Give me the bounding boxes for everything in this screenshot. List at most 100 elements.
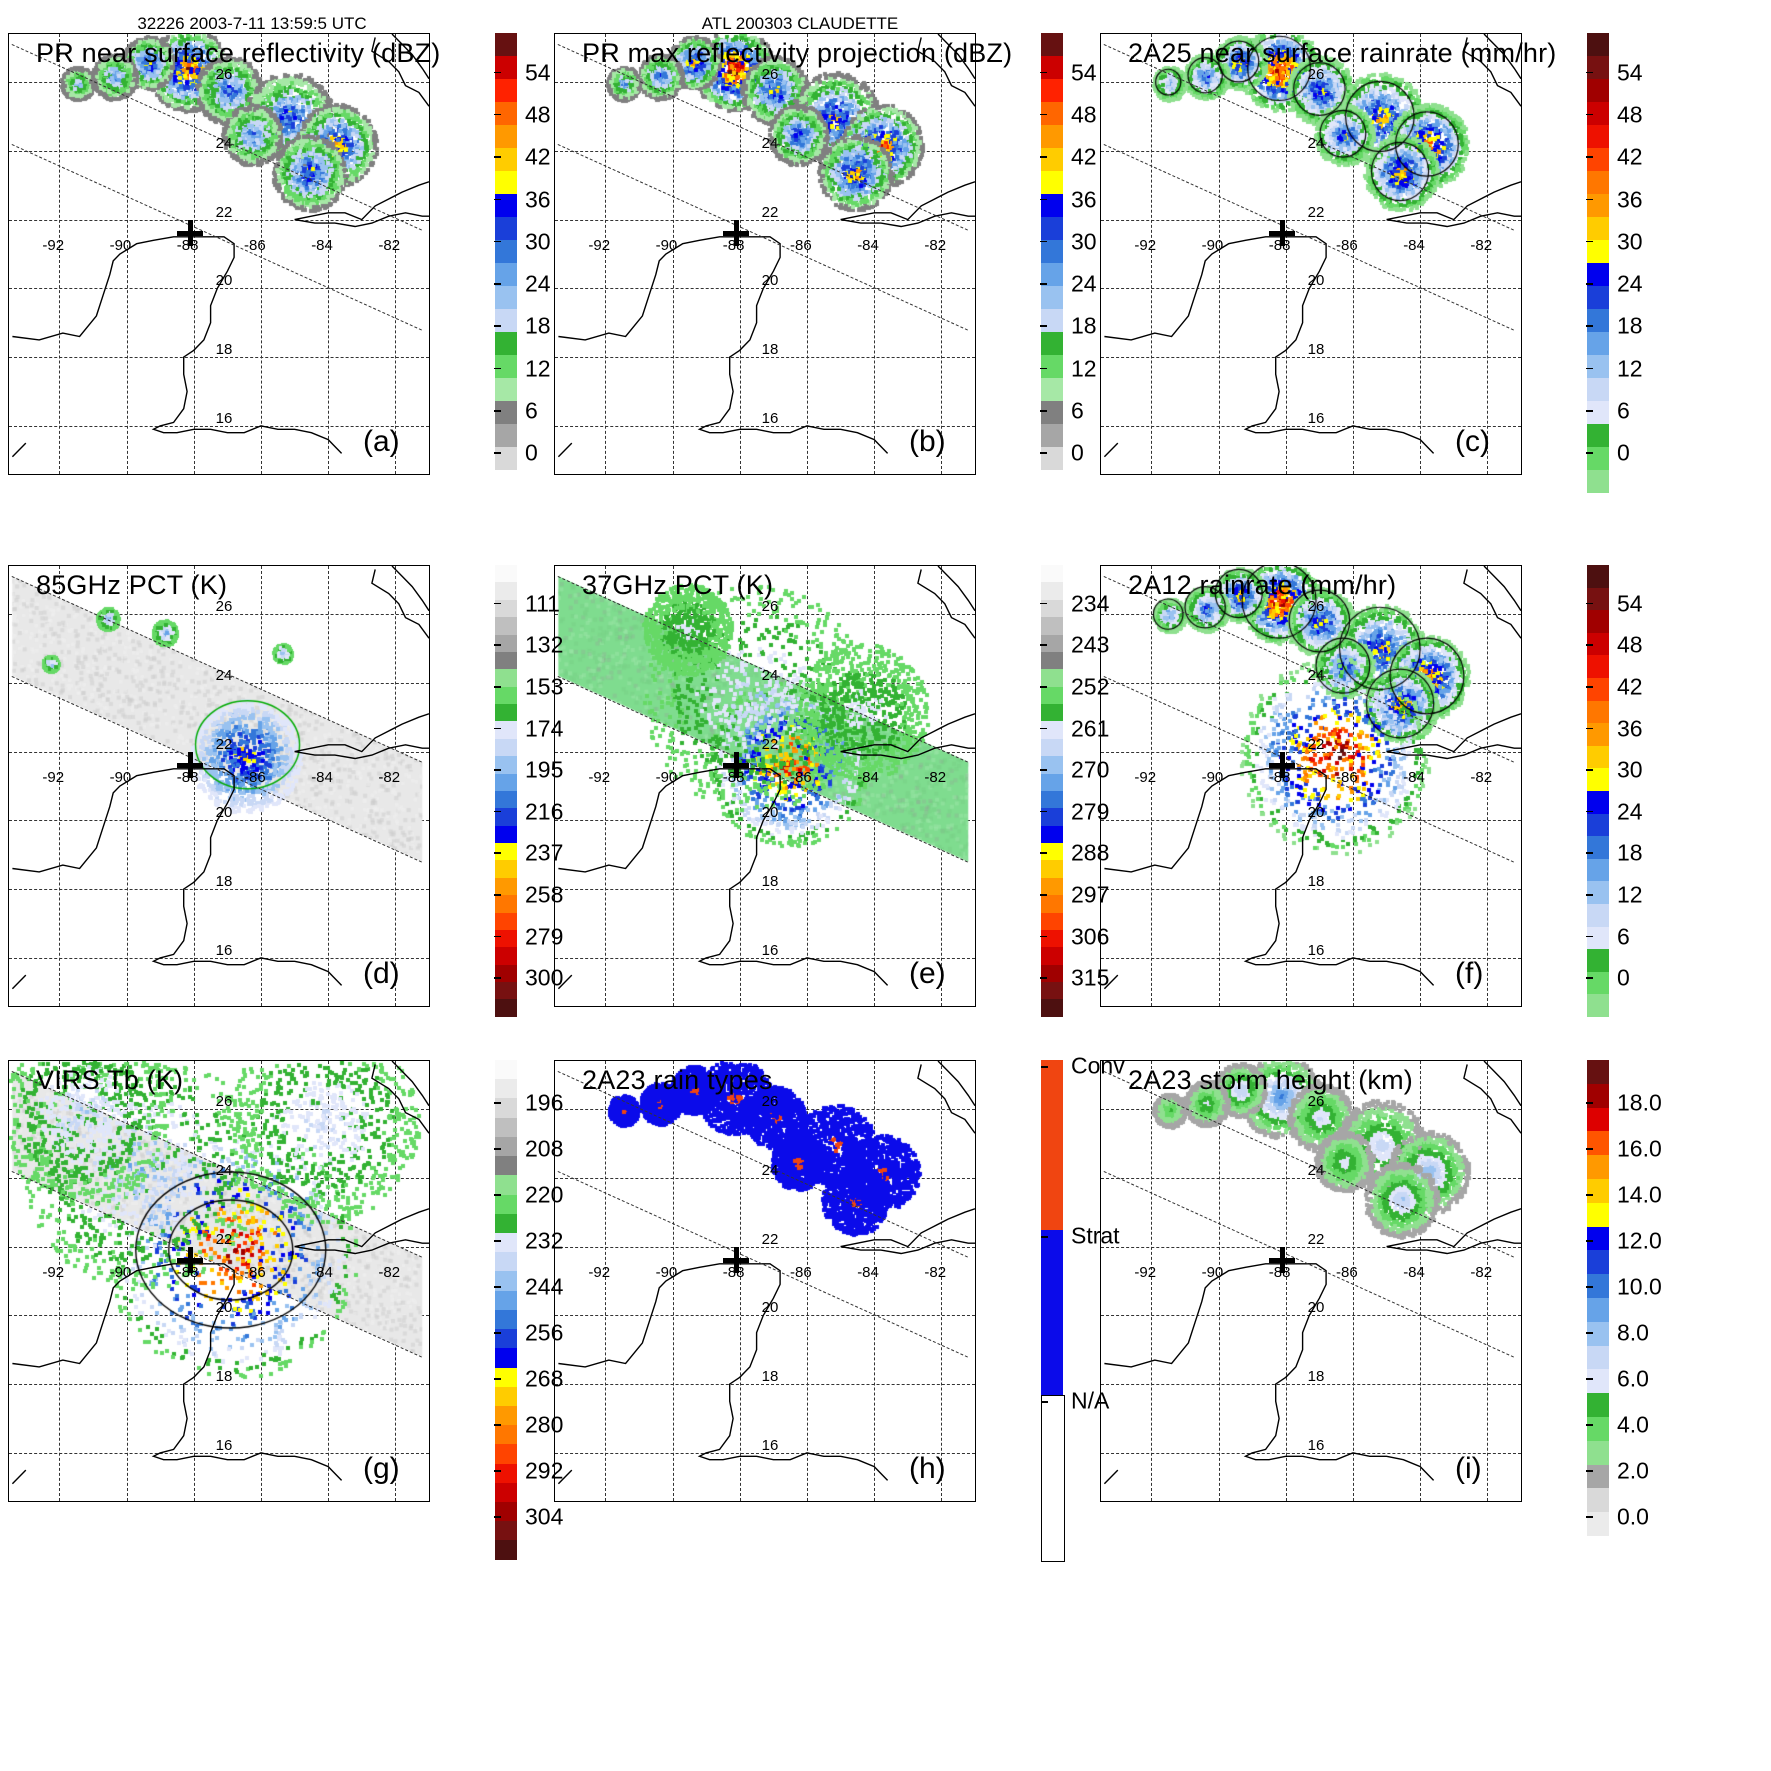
colorbar-segment xyxy=(1041,125,1063,148)
colorbar-segment xyxy=(495,79,517,102)
data-layer-f xyxy=(1101,566,1521,1006)
colorbar-segment xyxy=(495,947,517,965)
colorbar-segment xyxy=(1587,1274,1609,1298)
colorbar-segment xyxy=(495,808,517,826)
colorbar-tick xyxy=(494,156,501,158)
map-area-d[interactable]: -92 -90 -88 -86 -84 -82 26 24 22 20 18 16 xyxy=(8,565,430,1007)
lon-tick-label: -86 xyxy=(244,1264,266,1282)
colorbar-segment xyxy=(495,790,517,809)
colorbar-segment xyxy=(1041,790,1063,809)
colorbar-segment xyxy=(1587,102,1609,125)
colorbar-i: 18.0 16.0 14.0 12.0 10.0 8.0 6.0 4.0 2.0 0.0 xyxy=(1586,1060,1662,1560)
colorbar-tick xyxy=(1586,1516,1593,1518)
colorbar-tick xyxy=(494,1378,501,1380)
map-area-g[interactable]: -92 -90 -88 -86 -84 -82 26 24 22 20 18 16 xyxy=(8,1060,430,1502)
colorbar-tick-label: 0 xyxy=(525,439,538,466)
colorbar-tick xyxy=(1586,1378,1593,1380)
map-area-e[interactable]: -92 -90 -88 -86 -84 -82 26 24 22 20 18 16 xyxy=(554,565,976,1007)
colorbar-segment xyxy=(495,424,517,447)
colorbar-segment xyxy=(495,1425,517,1445)
colorbar-tick-label: 12 xyxy=(1617,355,1643,382)
colorbar-segment xyxy=(495,148,517,171)
colorbar-tick-label: 36 xyxy=(1071,186,1097,213)
lon-tick-label: -90 xyxy=(655,1264,678,1282)
colorbar-tick-label: 268 xyxy=(525,1365,564,1392)
storm-center-marker xyxy=(1269,220,1296,247)
colorbar-tick-label: 12 xyxy=(525,355,551,382)
lon-tick-label: -84 xyxy=(1403,1264,1425,1282)
colorbar-tick xyxy=(1586,240,1593,243)
lat-tick-label: 16 xyxy=(761,1436,779,1454)
colorbar-tick xyxy=(1586,769,1593,771)
colorbar-segment xyxy=(495,332,517,355)
colorbar-tick xyxy=(1586,602,1593,605)
colorbar-d: 111 132 153 174 195 216 237 258 279 300 xyxy=(494,565,563,1017)
lat-tick-label: 24 xyxy=(1307,1161,1325,1179)
colorbar-segment xyxy=(1041,651,1063,670)
colorbar-segment xyxy=(1041,33,1063,56)
colorbar-segment xyxy=(1041,582,1063,600)
orbit-header: 32226 2003-7-11 13:59:5 UTC xyxy=(137,14,367,33)
lon-tick-label: -90 xyxy=(109,237,132,255)
colorbar-tick xyxy=(494,935,501,938)
colorbar-a: 54 48 42 36 30 24 18 12 6 0 xyxy=(494,33,551,493)
colorbar-tick xyxy=(494,325,501,328)
lon-tick-label: -92 xyxy=(42,769,65,787)
map-area-b[interactable]: -92 -90 -88 -86 -84 -82 26 24 22 20 18 16 xyxy=(554,33,976,475)
colorbar-tick xyxy=(1040,367,1047,370)
map-area-a[interactable]: -92 -90 -88 -86 -84 -82 26 24 22 20 18 16 xyxy=(8,33,430,475)
colorbar-tick xyxy=(1586,810,1593,813)
colorbar-segment xyxy=(1041,1395,1065,1562)
colorbar-segment xyxy=(1041,929,1063,948)
colorbar-tick-label: 256 xyxy=(525,1319,564,1346)
colorbar-tick xyxy=(1586,1470,1593,1472)
lat-tick-label: 26 xyxy=(215,1093,233,1111)
colorbar-segment xyxy=(495,1482,517,1503)
colorbar-segment xyxy=(1587,565,1609,588)
colorbar-segment xyxy=(495,651,517,670)
map-area-f[interactable]: -92 -90 -88 -86 -84 -82 26 24 22 20 18 16 xyxy=(1100,565,1522,1007)
colorbar-segment xyxy=(1041,171,1063,194)
colorbar-tick-label: 111 xyxy=(525,590,560,617)
colorbar-tick xyxy=(1586,410,1593,412)
lat-tick-label: 26 xyxy=(761,1093,779,1111)
colorbar-tick-label: Conv xyxy=(1071,1052,1125,1079)
lat-tick-label: 20 xyxy=(215,804,233,822)
colorbar-tick-label: 300 xyxy=(525,964,564,991)
colorbar-segment xyxy=(1587,1321,1609,1346)
colorbar-segment xyxy=(495,1175,517,1195)
lon-tick-label: -82 xyxy=(378,237,401,255)
lon-tick-label: -86 xyxy=(790,237,812,255)
lon-tick-label: -86 xyxy=(244,237,266,255)
panel-title-h: 2A23 rain types xyxy=(582,1065,773,1095)
colorbar-tick xyxy=(494,240,501,243)
colorbar-tick xyxy=(1040,156,1047,158)
lat-tick-label: 20 xyxy=(215,1299,233,1317)
lat-tick-label: 26 xyxy=(215,598,233,616)
colorbar-segment xyxy=(495,447,517,470)
lon-tick-label: -82 xyxy=(1470,237,1493,255)
colorbar-segment xyxy=(1587,1464,1609,1489)
colorbar-segment xyxy=(1587,1131,1609,1156)
map-area-i[interactable]: -92 -90 -88 -86 -84 -82 26 24 22 20 18 16 xyxy=(1100,1060,1522,1502)
lat-tick-label: 24 xyxy=(215,666,233,684)
colorbar-segment xyxy=(1587,263,1609,286)
colorbar-segment xyxy=(1041,773,1063,791)
colorbar-tick-label: 54 xyxy=(525,59,551,86)
colorbar-tick-label: 12 xyxy=(1617,881,1643,908)
colorbar-segment xyxy=(1041,877,1063,896)
colorbar-tick-label: 24 xyxy=(1617,798,1643,825)
colorbar-segment xyxy=(495,1540,517,1560)
colorbar-tick-label: 234 xyxy=(1071,590,1110,617)
colorbar-tick xyxy=(1586,1102,1593,1104)
map-area-h[interactable]: -92 -90 -88 -86 -84 -82 26 24 22 20 18 16 xyxy=(554,1060,976,1502)
colorbar-segment xyxy=(1587,447,1609,470)
data-layer-g xyxy=(9,1061,429,1501)
colorbar-segment xyxy=(1587,1512,1609,1536)
map-area-c[interactable]: -92 -90 -88 -86 -84 -82 26 24 22 20 18 16 xyxy=(1100,33,1522,475)
colorbar-segment xyxy=(1041,447,1063,470)
colorbar-segment xyxy=(495,1079,517,1099)
colorbar-segment xyxy=(1587,1440,1609,1465)
colorbar-tick-label: 24 xyxy=(525,270,551,297)
lat-tick-label: 24 xyxy=(761,1161,779,1179)
